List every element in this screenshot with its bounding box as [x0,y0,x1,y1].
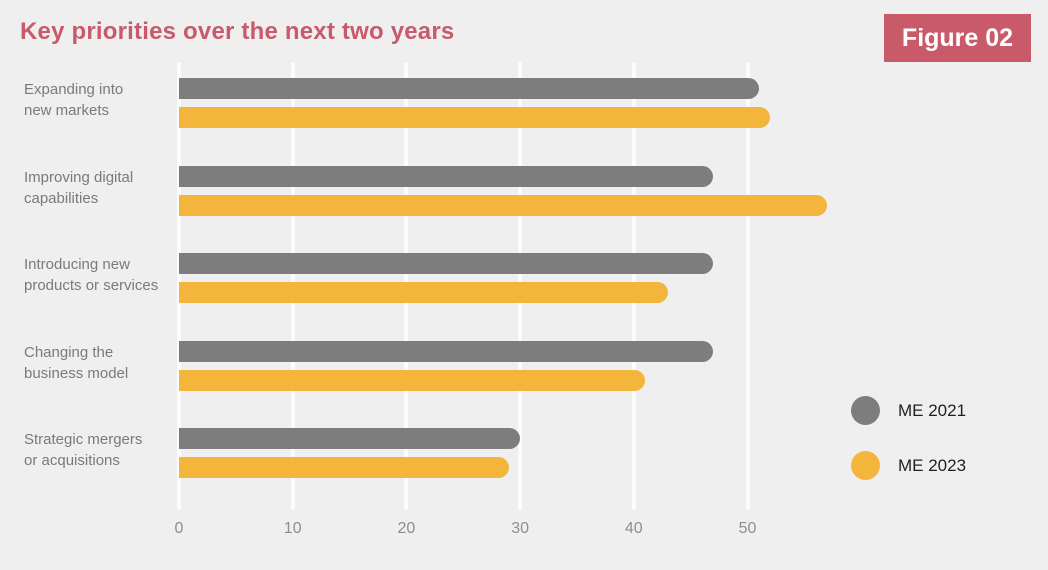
bar-me-2023-cat2 [179,282,668,303]
legend-swatch-me-2021-icon [851,396,880,425]
category-label-3: Changing the business model [24,343,129,382]
bar-me-2021-cat4 [179,428,521,449]
legend: ME 2021 ME 2023 [851,396,966,506]
bar-me-2021-cat3 [179,340,714,362]
legend-item-me-2023: ME 2023 [851,451,966,480]
legend-item-me-2021: ME 2021 [851,396,966,425]
bar-me-2021-cat1 [179,165,714,187]
bar-me-2023-cat4 [179,457,509,478]
legend-label-me-2021: ME 2021 [898,400,967,420]
category-label-2: Introducing new products or services [24,256,159,294]
x-tick-label-20: 20 [397,520,416,537]
legend-swatch-me-2023-icon [851,451,880,480]
x-tick-label-30: 30 [511,520,529,537]
x-tick-label-40: 40 [624,520,643,537]
bar-me-2021-cat0 [179,78,759,99]
x-tick-label-10: 10 [283,520,302,537]
plot-area: Expanding into new markets Improving digi… [0,62,1048,510]
x-tick-label-50: 50 [738,520,757,537]
category-label-1: Improving digital capabilities [24,168,134,207]
page-title: Key priorities over the next two years [20,18,455,45]
bar-me-2023-cat3 [179,369,646,391]
bar-me-2021-cat2 [179,253,714,274]
category-label-4: Strategic mergers or acquisitions [24,431,143,469]
legend-label-me-2023: ME 2023 [898,455,967,475]
category-label-0: Expanding into new markets [24,81,124,119]
bar-me-2023-cat0 [179,107,771,128]
x-tick-label-0: 0 [174,520,184,537]
gridline-50 [745,62,750,510]
figure-badge: Figure 02 [884,14,1031,62]
bar-me-2023-cat1 [179,194,828,216]
